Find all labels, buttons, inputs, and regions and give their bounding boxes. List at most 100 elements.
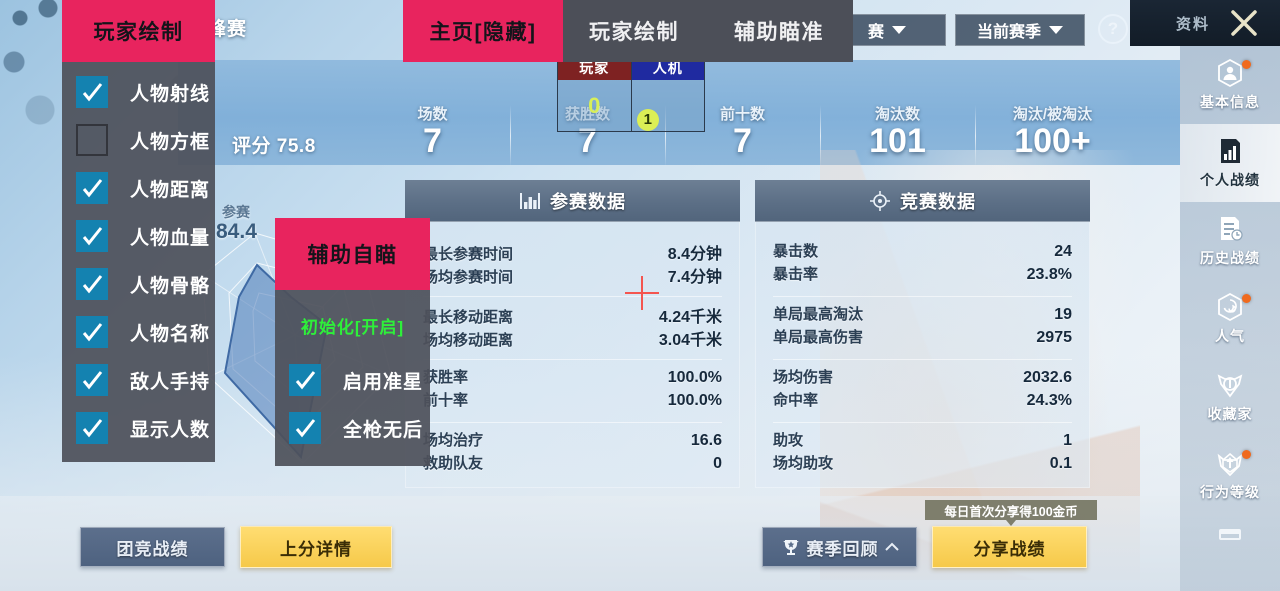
stat-key: 最长参赛时间 [423, 246, 514, 263]
checkbox-checked[interactable] [76, 412, 108, 444]
stat-row: 场均助攻 0.1 [773, 452, 1072, 475]
stat-row: 命中率 24.3% [773, 389, 1072, 412]
team-record-button[interactable]: 团竞战绩 [80, 527, 225, 567]
stat-key: 助攻 [773, 432, 804, 449]
stat-row: 获胜率 100.0% [423, 366, 722, 389]
stat-val: 2032.6 [1023, 369, 1072, 386]
sidebar-item-personal-record[interactable]: 个人战绩 [1180, 124, 1280, 202]
season-dropdown-label: 当前赛季 [976, 24, 1041, 41]
aim-option-label: 启用准星 [343, 371, 424, 393]
draw-option-label: 人物血量 [130, 227, 211, 249]
rank-detail-label: 上分详情 [280, 539, 352, 559]
aim-option-row[interactable]: 启用准星 [275, 356, 430, 404]
match-data-panel: 参赛数据 最长参赛时间 8.4分钟 场均参赛时间 7.4分钟 最长移动距离 4.… [405, 180, 740, 488]
season-dropdown[interactable]: 当前赛季 [955, 14, 1085, 46]
stat-val: 3.04千米 [658, 332, 722, 349]
rank-detail-button[interactable]: 上分详情 [240, 526, 392, 568]
cheat-tab-player-draw[interactable]: 玩家绘制 [563, 0, 705, 62]
draw-option-row[interactable]: 人物名称 [62, 308, 215, 356]
stat-key: 救助队友 [423, 455, 484, 472]
sidebar-item-label: 个人战绩 [1200, 172, 1260, 188]
right-sidebar: 基本信息 个人战绩 历史战绩 [1180, 0, 1280, 591]
close-icon [1231, 10, 1257, 36]
stat-row: 前十率 100.0% [423, 389, 722, 412]
draw-option-row[interactable]: 人物血量 [62, 212, 215, 260]
more-bar-icon[interactable] [1180, 514, 1280, 554]
panel-body: 暴击数 24 暴击率 23.8% 单局最高淘汰 19 单局最高伤害 2975 场… [755, 222, 1090, 485]
player-draw-panel: 玩家绘制 人物射线 人物方框 人物距离 人物血量 [62, 0, 215, 462]
trophy-icon [782, 540, 799, 555]
sidebar-item-basic-info[interactable]: 基本信息 [1180, 46, 1280, 124]
checkbox-checked[interactable] [76, 76, 108, 108]
stat-label: 淘汰数 [874, 106, 920, 124]
sidebar-item-collector[interactable]: 收藏家 [1180, 358, 1280, 436]
stat-row: 暴击率 23.8% [773, 263, 1072, 286]
notification-dot [1242, 294, 1251, 303]
close-button[interactable] [1222, 5, 1266, 41]
stat-val: 0 [713, 455, 722, 472]
stat-row: 场均参赛时间 7.4分钟 [423, 263, 722, 286]
stat-val: 100.0% [667, 369, 722, 386]
sidebar-item-label: 人气 [1215, 328, 1245, 344]
draw-option-row[interactable]: 敌人手持 [62, 356, 215, 404]
stat-key: 暴击数 [773, 243, 819, 260]
draw-option-label: 敌人手持 [130, 371, 211, 393]
checkbox-checked[interactable] [76, 220, 108, 252]
player-draw-panel-title-tab[interactable]: 玩家绘制 [62, 0, 215, 62]
stat-row: 场均伤害 2032.6 [773, 366, 1072, 389]
aim-option-row[interactable]: 全枪无后 [275, 404, 430, 452]
stat-top10: 前十数 7 [665, 103, 820, 167]
notification-dot [1242, 60, 1251, 69]
peak-match-tab[interactable]: 峰赛 [207, 19, 248, 40]
stat-row: 最长参赛时间 8.4分钟 [423, 240, 722, 263]
draw-option-row[interactable]: 显示人数 [62, 404, 215, 452]
stat-label: 淘汰/被淘汰 [1012, 106, 1093, 124]
stat-label: 场数 [417, 106, 448, 124]
cheat-tab-label: 主页[隐藏] [429, 21, 537, 44]
sidebar-item-history-record[interactable]: 历史战绩 [1180, 202, 1280, 280]
checkbox-checked[interactable] [289, 412, 321, 444]
panel-title: 参赛数据 [550, 191, 626, 212]
sidebar-item-behavior-level[interactable]: 行为等级 [1180, 436, 1280, 514]
share-record-button[interactable]: 分享战绩 [932, 526, 1087, 568]
player-draw-panel-title: 玩家绘制 [93, 21, 184, 44]
counter-column-bot: 人机 1 [630, 56, 704, 131]
draw-option-label: 人物方框 [130, 131, 211, 153]
stat-row: 单局最高淘汰 19 [773, 303, 1072, 326]
player-draw-option-list: 人物射线 人物方框 人物距离 人物血量 人物骨骼 [62, 62, 215, 462]
draw-option-row[interactable]: 人物方框 [62, 116, 215, 164]
sidebar-item-label: 历史战绩 [1200, 250, 1260, 266]
cheat-tab-aim-assist[interactable]: 辅助瞄准 [705, 0, 853, 62]
checkbox-checked[interactable] [76, 316, 108, 348]
stat-wins: 获胜数 7 [510, 103, 665, 167]
cheat-tab-home[interactable]: 主页[隐藏] [403, 0, 563, 62]
checkbox-checked[interactable] [76, 172, 108, 204]
season-review-label: 赛季回顾 [806, 539, 879, 559]
checkbox-checked[interactable] [76, 364, 108, 396]
checkbox-checked[interactable] [289, 364, 321, 396]
sidebar-item-popularity[interactable]: 人气 [1180, 280, 1280, 358]
stat-group: 获胜率 100.0% 前十率 100.0% [423, 360, 722, 423]
help-button[interactable]: ? [1098, 14, 1128, 44]
notification-dot [1242, 450, 1251, 459]
radar-axis-value: 84.4 [216, 220, 257, 243]
draw-option-row[interactable]: 人物骨骼 [62, 260, 215, 308]
aim-assist-panel-title-tab[interactable]: 辅助自瞄 [275, 218, 430, 290]
checkbox-checked[interactable] [76, 268, 108, 300]
season-review-button[interactable]: 赛季回顾 [762, 527, 917, 567]
stat-val: 24 [1054, 243, 1072, 260]
stat-group: 助攻 1 场均助攻 0.1 [773, 423, 1072, 485]
player-bot-counter-box: 玩家 0 人机 1 [557, 55, 705, 132]
stat-value: 100+ [1014, 122, 1091, 161]
aim-assist-panel: 辅助自瞄 初始化[开启] 启用准星 全枪无后 [275, 218, 430, 466]
draw-option-row[interactable]: 人物距离 [62, 164, 215, 212]
checkbox-unchecked[interactable] [76, 124, 108, 156]
stat-value: 101 [869, 122, 926, 161]
draw-option-row[interactable]: 人物射线 [62, 68, 215, 116]
stat-key: 最长移动距离 [423, 309, 514, 326]
draw-option-label: 人物距离 [130, 179, 211, 201]
stat-group: 最长移动距离 4.24千米 场均移动距离 3.04千米 [423, 297, 722, 360]
chevron-up-icon [884, 542, 899, 551]
stat-row: 场均治疗 16.6 [423, 429, 722, 452]
stat-val: 8.4分钟 [667, 246, 722, 263]
